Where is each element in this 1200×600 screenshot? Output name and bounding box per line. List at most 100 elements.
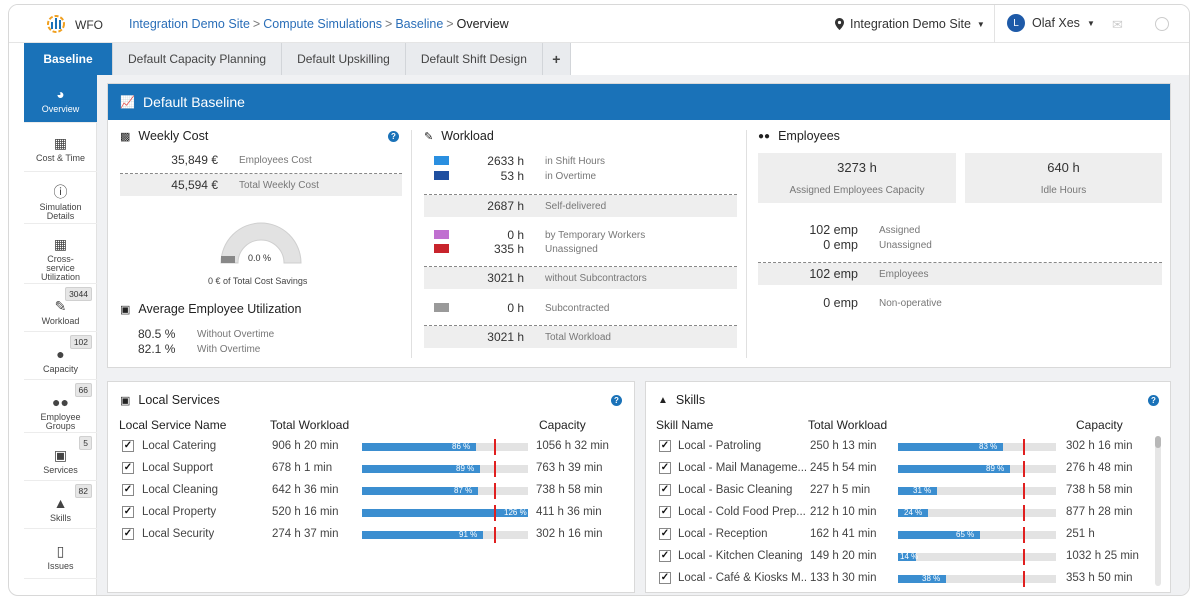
table-row[interactable]: ✓ Local - Basic Cleaning 227 h 5 min 31 % 73… <box>646 483 1170 506</box>
utilization-with-ot-value: 82.1 % <box>138 342 176 356</box>
sidebar-item-issues[interactable]: ▯ Issues <box>24 529 97 579</box>
capacity-marker <box>1023 549 1025 565</box>
scrollbar[interactable] <box>1155 436 1161 586</box>
site-name: Integration Demo Site <box>850 17 971 31</box>
employees-total-value: 102 emp <box>809 267 858 281</box>
breadcrumb-compute-simulations[interactable]: Compute Simulations <box>263 17 383 31</box>
tab-default-upskilling[interactable]: Default Upskilling <box>282 43 406 75</box>
sidebar-item-simulation-details[interactable]: ⓘ Simulation Details <box>24 172 97 224</box>
scrollbar-thumb[interactable] <box>1155 436 1161 448</box>
table-row[interactable]: ✓ Local Security 274 h 37 min 91 % 302 h 16 … <box>108 527 634 550</box>
utilization-bar-fill <box>362 487 478 495</box>
table-row[interactable]: ✓ Local - Patroling 250 h 13 min 83 % 302 h … <box>646 439 1170 462</box>
total-weekly-cost-value: 45,594 € <box>171 178 218 192</box>
capacity-marker <box>494 505 496 521</box>
non-operative-label: Non-operative <box>879 298 942 309</box>
row-checkbox[interactable]: ✓ <box>659 572 671 584</box>
assigned-employees-value: 102 emp <box>809 223 858 237</box>
sidebar-item-label: Simulation Details <box>39 202 82 221</box>
row-name: Local - Patroling <box>678 440 762 452</box>
gauge-icon: ◕ <box>56 86 65 102</box>
users-icon: ●● <box>758 130 771 142</box>
row-checkbox[interactable]: ✓ <box>122 462 134 474</box>
utilization-bar-fill <box>898 575 946 583</box>
row-checkbox[interactable]: ✓ <box>659 528 671 540</box>
row-checkbox[interactable]: ✓ <box>659 506 671 518</box>
avatar: L <box>1007 14 1025 32</box>
sidebar-item-cost-time[interactable]: ▦ Cost & Time <box>24 123 97 172</box>
sidebar-item-capacity[interactable]: 102 ● Capacity <box>24 332 97 380</box>
utilization-with-ot-label: With Overtime <box>197 344 261 355</box>
temp-workers-value: 0 h <box>507 228 524 242</box>
sidebar-item-employee-groups[interactable]: 66 ●● Employee Groups <box>24 380 97 433</box>
row-checkbox[interactable]: ✓ <box>122 528 134 540</box>
sidebar-item-services[interactable]: 5 ▣ Services <box>24 433 97 481</box>
sidebar-item-overview[interactable]: ◕ Overview <box>24 75 97 123</box>
utilization-bar: 89 % <box>898 461 1056 477</box>
table-row[interactable]: ✓ Local Catering 906 h 20 min 86 % 1056 h 32… <box>108 439 634 462</box>
row-workload: 149 h 20 min <box>810 550 877 562</box>
table-row[interactable]: ✓ Local - Mail Manageme... 245 h 54 min 89 … <box>646 461 1170 484</box>
row-checkbox[interactable]: ✓ <box>122 506 134 518</box>
help-icon[interactable]: ? <box>611 395 622 406</box>
row-capacity: 738 h 58 min <box>536 484 603 496</box>
edit-icon: ✎ <box>54 298 67 314</box>
breadcrumb: Integration Demo Site > Compute Simulation… <box>129 17 509 31</box>
row-capacity: 763 h 39 min <box>536 462 603 474</box>
utilization-bar: 38 % <box>898 571 1056 587</box>
table-row[interactable]: ✓ Local Property 520 h 16 min 126 % 411 h 36… <box>108 505 634 528</box>
top-bar: WFO Integration Demo Site > Compute Simula… <box>9 5 1189 43</box>
users-icon: ●● <box>52 394 69 410</box>
breadcrumb-site[interactable]: Integration Demo Site <box>129 17 250 31</box>
breadcrumb-current: Overview <box>456 17 509 31</box>
table-row[interactable]: ✓ Local Support 678 h 1 min 89 % 763 h 39 mi… <box>108 461 634 484</box>
table-row[interactable]: ✓ Local - Cold Food Prep... 212 h 10 min 24… <box>646 505 1170 528</box>
divider <box>411 130 412 358</box>
table-row[interactable]: ✓ Local Cleaning 642 h 36 min 87 % 738 h 58 … <box>108 483 634 506</box>
utilization-bar: 86 % <box>362 439 528 455</box>
utilization-bar: 89 % <box>362 461 528 477</box>
table-row[interactable]: ✓ Local - Café & Kiosks M... 133 h 30 min 3… <box>646 571 1170 594</box>
utilization-bar-fill <box>898 531 980 539</box>
table-row[interactable]: ✓ Local - Reception 162 h 41 min 65 % 251 h <box>646 527 1170 550</box>
help-icon[interactable]: ? <box>1148 395 1159 406</box>
sidebar-item-label: Workload <box>41 316 80 326</box>
temp-workers-label: by Temporary Workers <box>545 230 646 241</box>
chat-icon[interactable]: ✉ <box>1112 17 1123 32</box>
row-checkbox[interactable]: ✓ <box>659 440 671 452</box>
user-menu[interactable]: L Olaf Xes ▼ <box>1007 14 1095 32</box>
unassigned-employees-value: 0 emp <box>823 238 858 252</box>
table-row[interactable]: ✓ Local - Kitchen Cleaning 149 h 20 min 14 … <box>646 549 1170 572</box>
sidebar-item-cross-service-utilization[interactable]: ▦ Cross-service Utilization <box>24 224 97 284</box>
row-checkbox[interactable]: ✓ <box>659 484 671 496</box>
breadcrumb-baseline[interactable]: Baseline <box>395 17 444 31</box>
briefcase-icon: ▣ <box>120 394 131 407</box>
row-name: Local - Cold Food Prep... <box>678 506 806 518</box>
row-checkbox[interactable]: ✓ <box>659 550 671 562</box>
sidebar-item-skills[interactable]: 82 ▲ Skills <box>24 481 97 529</box>
utilization-percent: 126 % <box>504 508 527 517</box>
briefcase-icon: ▣ <box>120 303 131 316</box>
add-tab-button[interactable]: + <box>542 43 571 75</box>
capacity-marker <box>1023 505 1025 521</box>
help-icon[interactable]: ? <box>388 131 399 142</box>
tab-default-shift-design[interactable]: Default Shift Design <box>405 43 543 75</box>
assigned-capacity-label: Assigned Employees Capacity <box>789 185 925 196</box>
graduation-cap-icon: ▲ <box>53 495 68 511</box>
sidebar-item-workload[interactable]: 3044 ✎ Workload <box>24 284 97 332</box>
count-badge: 3044 <box>65 287 92 301</box>
capacity-marker <box>1023 483 1025 499</box>
utilization-percent: 24 % <box>904 508 923 517</box>
row-checkbox[interactable]: ✓ <box>122 484 134 496</box>
site-selector[interactable]: Integration Demo Site ▼ <box>835 17 985 31</box>
cost-savings-gauge <box>220 222 302 264</box>
utilization-bar-fill <box>362 465 480 473</box>
utilization-percent: 87 % <box>454 486 473 495</box>
non-operative-value: 0 emp <box>823 296 858 310</box>
status-circle-icon[interactable] <box>1155 17 1169 31</box>
tab-baseline[interactable]: Baseline <box>24 43 113 75</box>
tab-default-capacity-planning[interactable]: Default Capacity Planning <box>113 43 283 75</box>
row-checkbox[interactable]: ✓ <box>122 440 134 452</box>
row-checkbox[interactable]: ✓ <box>659 462 671 474</box>
divider <box>746 130 747 358</box>
